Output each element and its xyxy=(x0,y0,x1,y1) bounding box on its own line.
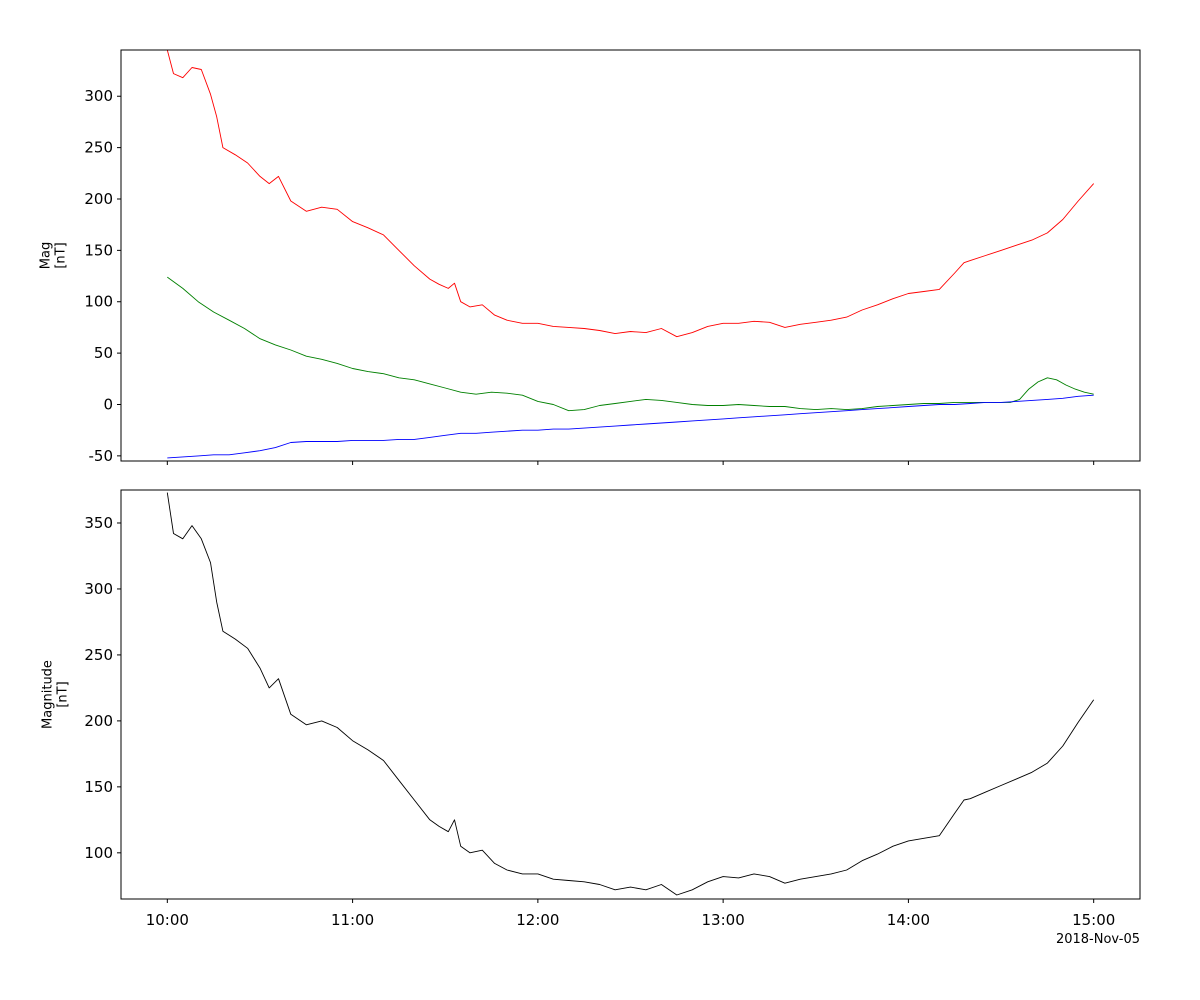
x-tick-label: 10:00 xyxy=(146,911,189,929)
y-tick-label: 150 xyxy=(84,778,113,796)
axes-frame xyxy=(120,49,1141,462)
x-tick-label: 14:00 xyxy=(887,911,930,929)
axes-frame xyxy=(120,489,1141,900)
y-tick-label: 100 xyxy=(84,293,113,311)
x-tick-label: 15:00 xyxy=(1072,911,1115,929)
series-line-0-0 xyxy=(166,50,1095,338)
y-tick-label: 300 xyxy=(84,580,113,598)
mag-components-panel: -50 0 50 100 150 200 250 300 Mag[nT] xyxy=(38,49,1141,465)
series-line-0-2 xyxy=(167,394,1094,459)
y-axis-label: Mag[nT] xyxy=(38,242,68,269)
y-tick-label: 350 xyxy=(84,514,113,532)
x-tick-label: 12:00 xyxy=(516,911,559,929)
y-tick-label: 50 xyxy=(94,344,113,362)
y-tick-label: -50 xyxy=(89,447,114,465)
date-label: 2018-Nov-05 xyxy=(1056,932,1140,947)
magnitude-panel: 100 150 200 250 300 350 10:00 11:00 12:00 13:00 14… xyxy=(40,489,1141,929)
y-axis-label: Magnitude[nT] xyxy=(40,660,70,729)
y-tick-label: 150 xyxy=(84,241,113,259)
series-line-0-1 xyxy=(167,276,1094,412)
y-tick-label: 100 xyxy=(84,844,113,862)
x-tick-label: 11:00 xyxy=(331,911,374,929)
y-tick-label: 200 xyxy=(84,190,113,208)
y-tick-label: 250 xyxy=(84,646,113,664)
y-tick-label: 0 xyxy=(103,395,113,413)
x-tick-label: 13:00 xyxy=(702,911,745,929)
y-tick-label: 250 xyxy=(84,139,113,157)
y-tick-label: 300 xyxy=(84,87,113,105)
y-tick-label: 200 xyxy=(84,712,113,730)
series-line-1-0 xyxy=(166,492,1095,896)
